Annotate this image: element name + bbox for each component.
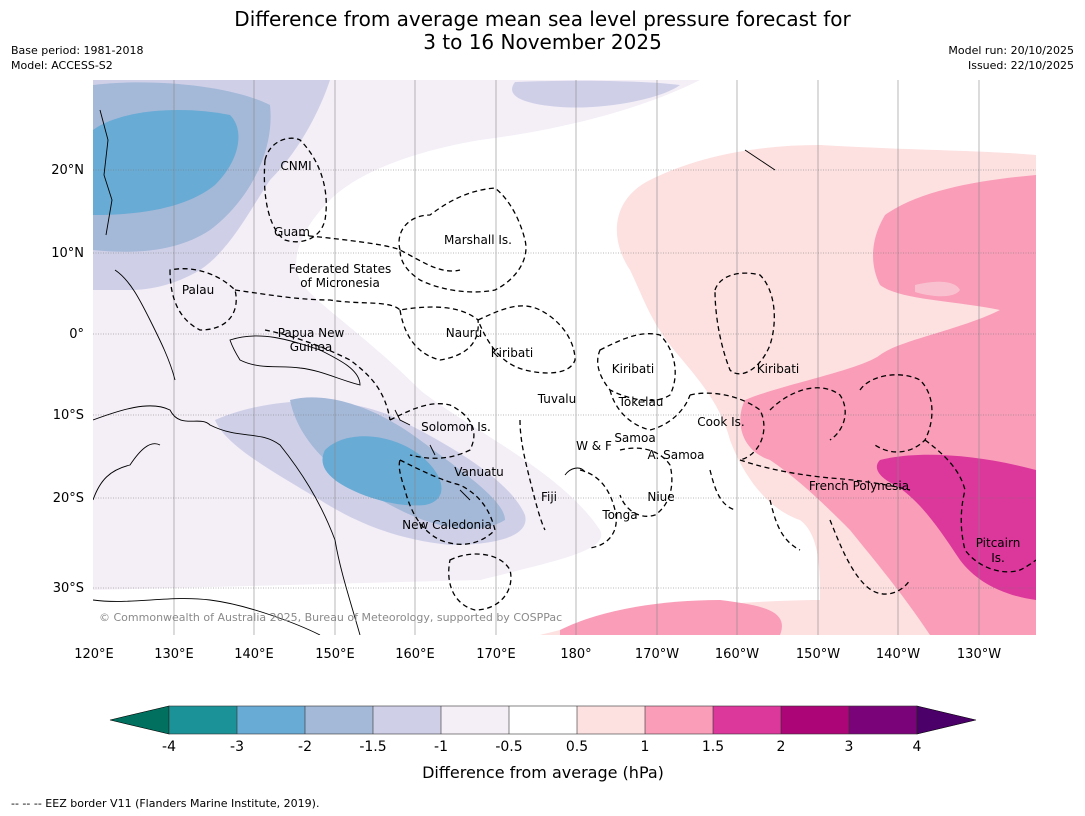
- region-label: A. Samoa: [648, 448, 705, 462]
- map-area: CNMI Guam Marshall Is. Federated States …: [93, 80, 1036, 635]
- region-label: New Caledonia: [402, 518, 492, 532]
- region-label: Kiribati: [612, 362, 654, 376]
- lat-tick-label: 30°S: [53, 581, 84, 596]
- lon-tick-label: 160°E: [395, 647, 435, 662]
- coastlines: [93, 109, 776, 635]
- colorbar-swatch: [441, 706, 509, 734]
- region-label: French Polynesia: [809, 479, 909, 493]
- colorbar-swatch: [849, 706, 917, 734]
- meta-right: Model run: 20/10/2025 Issued: 22/10/2025: [948, 43, 1074, 73]
- colorbar-swatch: [237, 706, 305, 734]
- model-name: Model: ACCESS-S2: [11, 59, 113, 72]
- base-period: Base period: 1981-2018: [11, 44, 144, 57]
- colorbar-tick: 1: [641, 739, 650, 755]
- longitude-axis: 120°E 130°E 140°E 150°E 160°E 170°E 180°…: [74, 647, 1001, 662]
- region-label: Palau: [182, 283, 214, 297]
- region-label: Solomon Is.: [421, 420, 491, 434]
- contour-neg-1-ne: [512, 80, 680, 108]
- colorbar-swatch: [169, 706, 237, 734]
- contour-pos-1-south: [560, 600, 782, 635]
- colorbar-swatch: [645, 706, 713, 734]
- title-line-1: Difference from average mean sea level p…: [234, 7, 851, 31]
- colorbar-tick: 0.5: [566, 739, 588, 755]
- region-label: Fiji: [541, 490, 557, 504]
- lat-tick-label: 0°: [69, 327, 84, 342]
- chart-title: Difference from average mean sea level p…: [0, 8, 1085, 54]
- colorbar-swatch: [509, 706, 577, 734]
- lat-tick-label: 10°S: [53, 408, 84, 423]
- colorbar-tick: 1.5: [702, 739, 724, 755]
- region-label: Kiribati: [491, 346, 533, 360]
- colorbar-tick: 3: [845, 739, 854, 755]
- region-label: Cook Is.: [697, 415, 744, 429]
- meta-left: Base period: 1981-2018 Model: ACCESS-S2: [11, 43, 143, 73]
- colorbar-swatch: [713, 706, 781, 734]
- latitude-axis: 20°N 10°N 0° 10°S 20°S 30°S: [51, 163, 84, 596]
- region-label: Tokelau: [618, 395, 664, 409]
- lon-tick-label: 180°: [560, 647, 591, 662]
- contour-pos-1-5: [876, 454, 1036, 600]
- lat-tick-label: 10°N: [51, 246, 84, 261]
- lon-tick-label: 130°E: [154, 647, 194, 662]
- parallels: [93, 169, 1036, 589]
- region-label: Papua New: [278, 326, 345, 340]
- region-label: CNMI: [280, 159, 311, 173]
- region-label: Vanuatu: [454, 465, 504, 479]
- colorbar-swatch: [781, 706, 849, 734]
- lat-tick-label: 20°S: [53, 491, 84, 506]
- colorbar-swatch: [577, 706, 645, 734]
- region-label: Tuvalu: [537, 392, 577, 406]
- lon-tick-label: 170°E: [476, 647, 516, 662]
- region-label: Pitcairn: [976, 536, 1021, 550]
- colorbar-tick: -0.5: [495, 739, 522, 755]
- lon-tick-label: 130°W: [957, 647, 1001, 662]
- lon-tick-label: 150°E: [315, 647, 355, 662]
- colorbar-swatch: [373, 706, 441, 734]
- lon-tick-label: 120°E: [74, 647, 114, 662]
- title-line-2: 3 to 16 November 2025: [423, 30, 662, 54]
- lon-tick-label: 140°W: [876, 647, 920, 662]
- colorbar-dividers: [168, 705, 918, 735]
- copyright-text: © Commonwealth of Australia 2025, Bureau…: [99, 611, 562, 624]
- region-label: Nauru: [446, 326, 482, 340]
- colorbar-title: Difference from average (hPa): [422, 763, 664, 782]
- colorbar-tick: -2: [298, 739, 312, 755]
- issued-date: Issued: 22/10/2025: [967, 59, 1074, 72]
- lon-tick-label: 160°W: [715, 647, 759, 662]
- lat-tick-label: 20°N: [51, 163, 84, 178]
- colorbar-tick: -1.5: [359, 739, 386, 755]
- eez-borders: [169, 137, 1036, 611]
- lon-tick-label: 170°W: [635, 647, 679, 662]
- colorbar-tick: 2: [777, 739, 786, 755]
- colorbar-tick: 4: [913, 739, 922, 755]
- region-labels: CNMI Guam Marshall Is. Federated States …: [182, 159, 1020, 565]
- colorbar-under-arrow: [109, 705, 170, 735]
- region-label: of Micronesia: [300, 276, 380, 290]
- contour-pos-1-blob: [915, 281, 960, 297]
- eez-footnote: -- -- -- EEZ border V11 (Flanders Marine…: [11, 797, 320, 810]
- region-label: Tonga: [601, 508, 637, 522]
- region-label: Guam: [274, 225, 310, 239]
- contour-neg-2: [93, 110, 239, 215]
- lon-tick-label: 140°E: [234, 647, 274, 662]
- contour-neg-2-south: [322, 436, 442, 506]
- region-label: Samoa: [614, 431, 655, 445]
- colorbar-over-arrow: [916, 705, 977, 735]
- region-label: Marshall Is.: [444, 233, 512, 247]
- region-label: Niue: [647, 490, 674, 504]
- region-label: Federated States: [289, 262, 391, 276]
- colorbar-tick: -1: [434, 739, 448, 755]
- colorbar-tick: -4: [162, 739, 176, 755]
- region-label: Kiribati: [757, 362, 799, 376]
- colorbar: -4 -3 -2 -1.5 -1 -0.5 0.5 1 1.5 2 3 4 Di…: [109, 705, 977, 782]
- colorbar-swatch: [305, 706, 373, 734]
- model-run: Model run: 20/10/2025: [948, 44, 1074, 57]
- region-label: Is.: [991, 551, 1005, 565]
- region-label: Guinea: [290, 340, 333, 354]
- colorbar-tick: -3: [230, 739, 244, 755]
- lon-tick-label: 150°W: [796, 647, 840, 662]
- region-label: W & F: [576, 439, 612, 453]
